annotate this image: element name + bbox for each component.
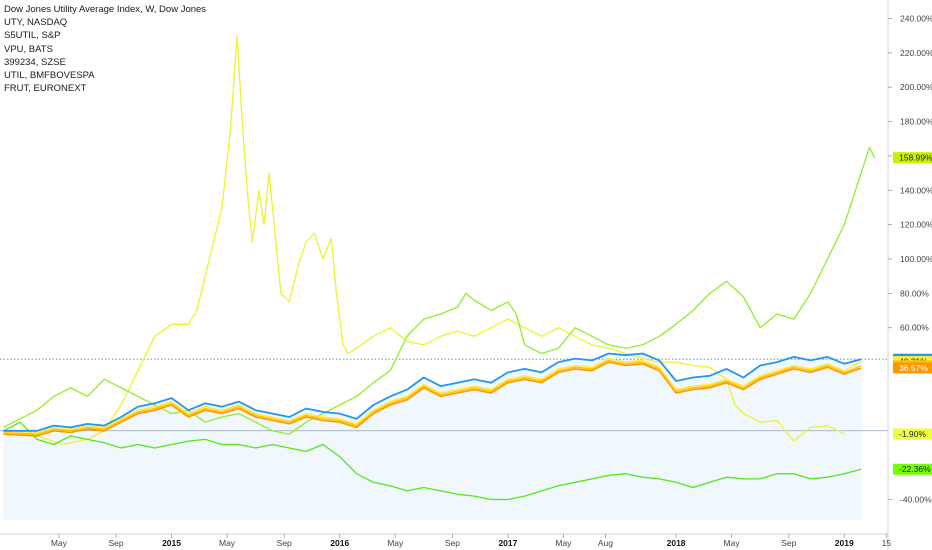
chart-title: Dow Jones Utility Average Index, W, Dow … (4, 4, 207, 15)
x-tick-label: 2016 (330, 538, 349, 548)
badge-box (893, 152, 932, 164)
x-tick-label: May (724, 538, 741, 548)
series-line (3, 352, 862, 432)
x-tick-label: Sep (108, 538, 123, 548)
chart-legend: Dow Jones Utility Average Index, W, Dow … (4, 3, 206, 95)
x-tick-label: May (387, 538, 404, 548)
last-value-badge: -22.36% (893, 463, 932, 475)
series-line (3, 357, 862, 434)
x-tick-label: 2017 (498, 538, 517, 548)
x-tick-label: May (555, 538, 572, 548)
x-tick-label: Aug (598, 538, 613, 548)
badge-label: 158.99% (899, 153, 932, 163)
last-value-badges-layer: 41.67%40.31%37.75%36.57%158.99%-1.90%-22… (893, 152, 932, 475)
badge-label: -1.90% (899, 429, 926, 439)
series-line (3, 146, 876, 435)
y-tick-label: 240.00% (900, 14, 932, 24)
reference-lines-layer (0, 358, 888, 432)
y-tick-label: 80.00% (900, 288, 929, 298)
x-tick-label: 2018 (667, 538, 686, 548)
y-tick-label: 60.00% (900, 323, 929, 333)
y-tick-label: 200.00% (900, 82, 932, 92)
x-tick-label: Sep (445, 538, 460, 548)
series-line (3, 35, 845, 446)
legend-symbol[interactable]: S5UTIL, S&P (4, 30, 61, 42)
last-value-badge: 158.99% (893, 152, 932, 164)
x-tick-label: 15 (882, 538, 892, 548)
y-tick-label: -40.00% (900, 495, 932, 505)
y-tick-label: 140.00% (900, 185, 932, 195)
series-line (3, 421, 862, 501)
x-tick-label: Sep (277, 538, 292, 548)
area-fill (3, 353, 862, 520)
y-tick-label: 180.00% (900, 117, 932, 127)
badge-label: -22.36% (899, 464, 931, 474)
legend-symbol[interactable]: UTY, NASDAQ (4, 17, 68, 29)
series-layer (3, 35, 876, 501)
legend-symbol[interactable]: 399234, SZSE (4, 56, 66, 68)
y-tick-label: 220.00% (900, 48, 932, 58)
last-value-badge: -1.90% (893, 428, 932, 440)
x-tick-label: May (51, 538, 68, 548)
x-tick-label: 2019 (835, 538, 854, 548)
series-line (3, 361, 862, 437)
badge-label: 36.57% (899, 363, 928, 373)
legend-symbol[interactable]: VPU, BATS (4, 43, 53, 55)
badge-box (893, 463, 932, 475)
x-tick-label: 2015 (162, 538, 181, 548)
y-tick-label: 100.00% (900, 254, 932, 264)
badge-box (893, 428, 932, 440)
x-tick-label: May (219, 538, 236, 548)
badge-box (893, 362, 932, 374)
series-line (3, 359, 862, 435)
legend-symbol[interactable]: UTIL, BMFBOVESPA (4, 70, 95, 82)
x-tick-label: Sep (781, 538, 796, 548)
y-tick-label: 120.00% (900, 220, 932, 230)
area-fill-layer (3, 353, 862, 520)
last-value-badge: 36.57% (893, 362, 932, 374)
legend-symbol[interactable]: FRUT, EURONEXT (4, 83, 87, 95)
